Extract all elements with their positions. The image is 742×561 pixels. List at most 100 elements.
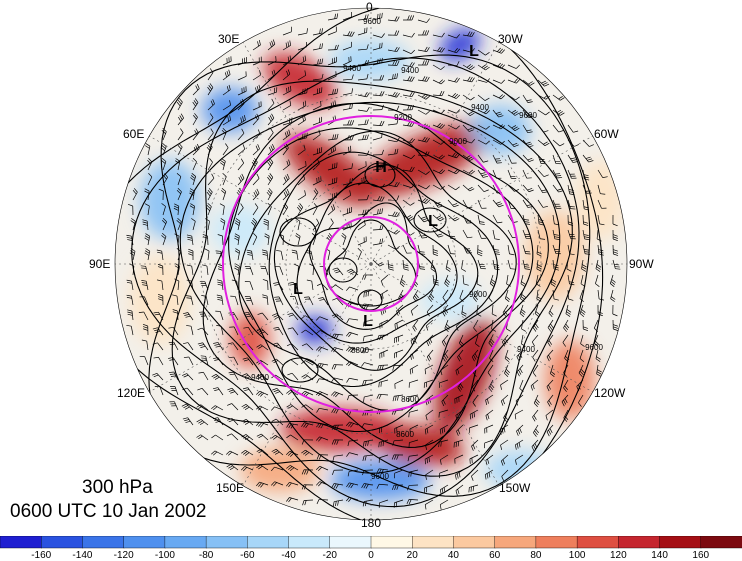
wind-barb bbox=[477, 199, 487, 209]
wind-barb bbox=[597, 184, 606, 195]
wind-barb bbox=[243, 311, 254, 321]
wind-barb bbox=[297, 100, 307, 111]
wind-barb bbox=[432, 154, 445, 160]
height-contour bbox=[268, 151, 499, 388]
wind-barb bbox=[342, 120, 355, 126]
wind-barb bbox=[205, 218, 210, 231]
wind-barb bbox=[576, 379, 584, 392]
wind-barb bbox=[484, 439, 494, 449]
wind-barb bbox=[423, 379, 434, 388]
colorbar-tick-label: -80 bbox=[198, 550, 214, 561]
wind-barb bbox=[274, 296, 284, 306]
wind-barb bbox=[462, 184, 475, 192]
wind-barb bbox=[361, 362, 374, 367]
wind-barb bbox=[515, 394, 524, 406]
wind-barb bbox=[297, 161, 307, 171]
colorbar-tick-label: 160 bbox=[692, 550, 710, 561]
wind-barb bbox=[581, 259, 587, 272]
wind-barb bbox=[442, 289, 449, 302]
wind-barb bbox=[234, 218, 241, 231]
wind-barb bbox=[379, 319, 389, 329]
wind-barb bbox=[372, 42, 383, 51]
wind-barb bbox=[192, 143, 200, 156]
wind-barb bbox=[297, 174, 306, 186]
closed-contour bbox=[328, 257, 358, 283]
wind-barb bbox=[301, 469, 314, 475]
wind-barb bbox=[595, 274, 600, 287]
wind-barb bbox=[376, 393, 389, 400]
wind-barb bbox=[192, 98, 199, 111]
wind-barb bbox=[537, 199, 548, 208]
wind-barb bbox=[267, 98, 275, 111]
wind-barb bbox=[332, 267, 344, 276]
wind-barb bbox=[394, 469, 404, 479]
wind-barb bbox=[379, 424, 389, 434]
wind-barb bbox=[205, 203, 212, 216]
wind-barb bbox=[372, 238, 384, 246]
wind-barb bbox=[144, 233, 151, 246]
wind-barb bbox=[147, 158, 153, 171]
wind-barb bbox=[157, 294, 164, 306]
wind-barb bbox=[312, 203, 318, 216]
wind-barb bbox=[472, 379, 479, 392]
wind-barb bbox=[129, 248, 136, 261]
wind-barb bbox=[181, 403, 194, 411]
colorbar-swatch bbox=[494, 536, 537, 549]
wind-barb bbox=[153, 311, 164, 321]
wind-barb bbox=[237, 115, 246, 126]
wind-barb bbox=[286, 450, 299, 457]
wind-barb bbox=[237, 144, 246, 156]
wind-barb bbox=[567, 229, 576, 240]
wind-barb bbox=[176, 188, 182, 201]
wind-barb bbox=[342, 41, 352, 51]
wind-barb bbox=[417, 46, 430, 52]
wind-barb bbox=[507, 124, 520, 132]
wind-barb bbox=[316, 346, 329, 352]
wind-barb bbox=[532, 364, 539, 377]
wind-barb bbox=[537, 109, 550, 116]
wind-barb bbox=[563, 319, 570, 332]
wind-barb bbox=[372, 75, 385, 81]
wind-barb bbox=[500, 394, 509, 406]
wind-barb bbox=[301, 360, 314, 366]
wind-barb bbox=[506, 274, 512, 287]
map-title-level: 300 hPa bbox=[82, 477, 153, 498]
wind-barb bbox=[202, 234, 209, 246]
wind-barb bbox=[417, 244, 426, 255]
wind-barb bbox=[515, 454, 524, 465]
wind-barb bbox=[346, 331, 359, 338]
wind-barb bbox=[476, 274, 482, 287]
wind-barb bbox=[475, 334, 480, 347]
wind-barb bbox=[387, 60, 400, 66]
wind-barb bbox=[442, 304, 449, 317]
wind-barb bbox=[158, 188, 164, 201]
wind-barb bbox=[455, 484, 464, 496]
contour-label: 9600 bbox=[371, 472, 389, 481]
wind-barb bbox=[516, 424, 524, 436]
wind-barb bbox=[462, 94, 475, 101]
wind-barb bbox=[502, 304, 509, 317]
anomaly-patch bbox=[140, 160, 200, 240]
wind-barb bbox=[297, 55, 307, 66]
colorbar-tick-label: 140 bbox=[651, 550, 668, 561]
wind-barb bbox=[267, 56, 277, 66]
wind-barb bbox=[582, 244, 591, 255]
wind-barb bbox=[152, 327, 164, 336]
wind-barb bbox=[582, 199, 590, 211]
wind-barb bbox=[175, 158, 181, 171]
wind-barb bbox=[522, 244, 531, 255]
wind-barb bbox=[191, 218, 196, 231]
colorbar-swatch bbox=[123, 536, 166, 549]
wind-barb bbox=[286, 343, 299, 351]
wind-barb bbox=[507, 184, 520, 192]
wind-barb bbox=[425, 469, 434, 480]
wind-barb bbox=[127, 204, 134, 216]
wind-barb bbox=[192, 83, 200, 96]
wind-barb bbox=[216, 294, 224, 306]
wind-barb bbox=[295, 233, 301, 246]
wind-barb bbox=[488, 379, 495, 392]
wind-barb bbox=[477, 109, 490, 115]
wind-barb bbox=[597, 289, 605, 301]
wind-barb bbox=[520, 289, 526, 302]
